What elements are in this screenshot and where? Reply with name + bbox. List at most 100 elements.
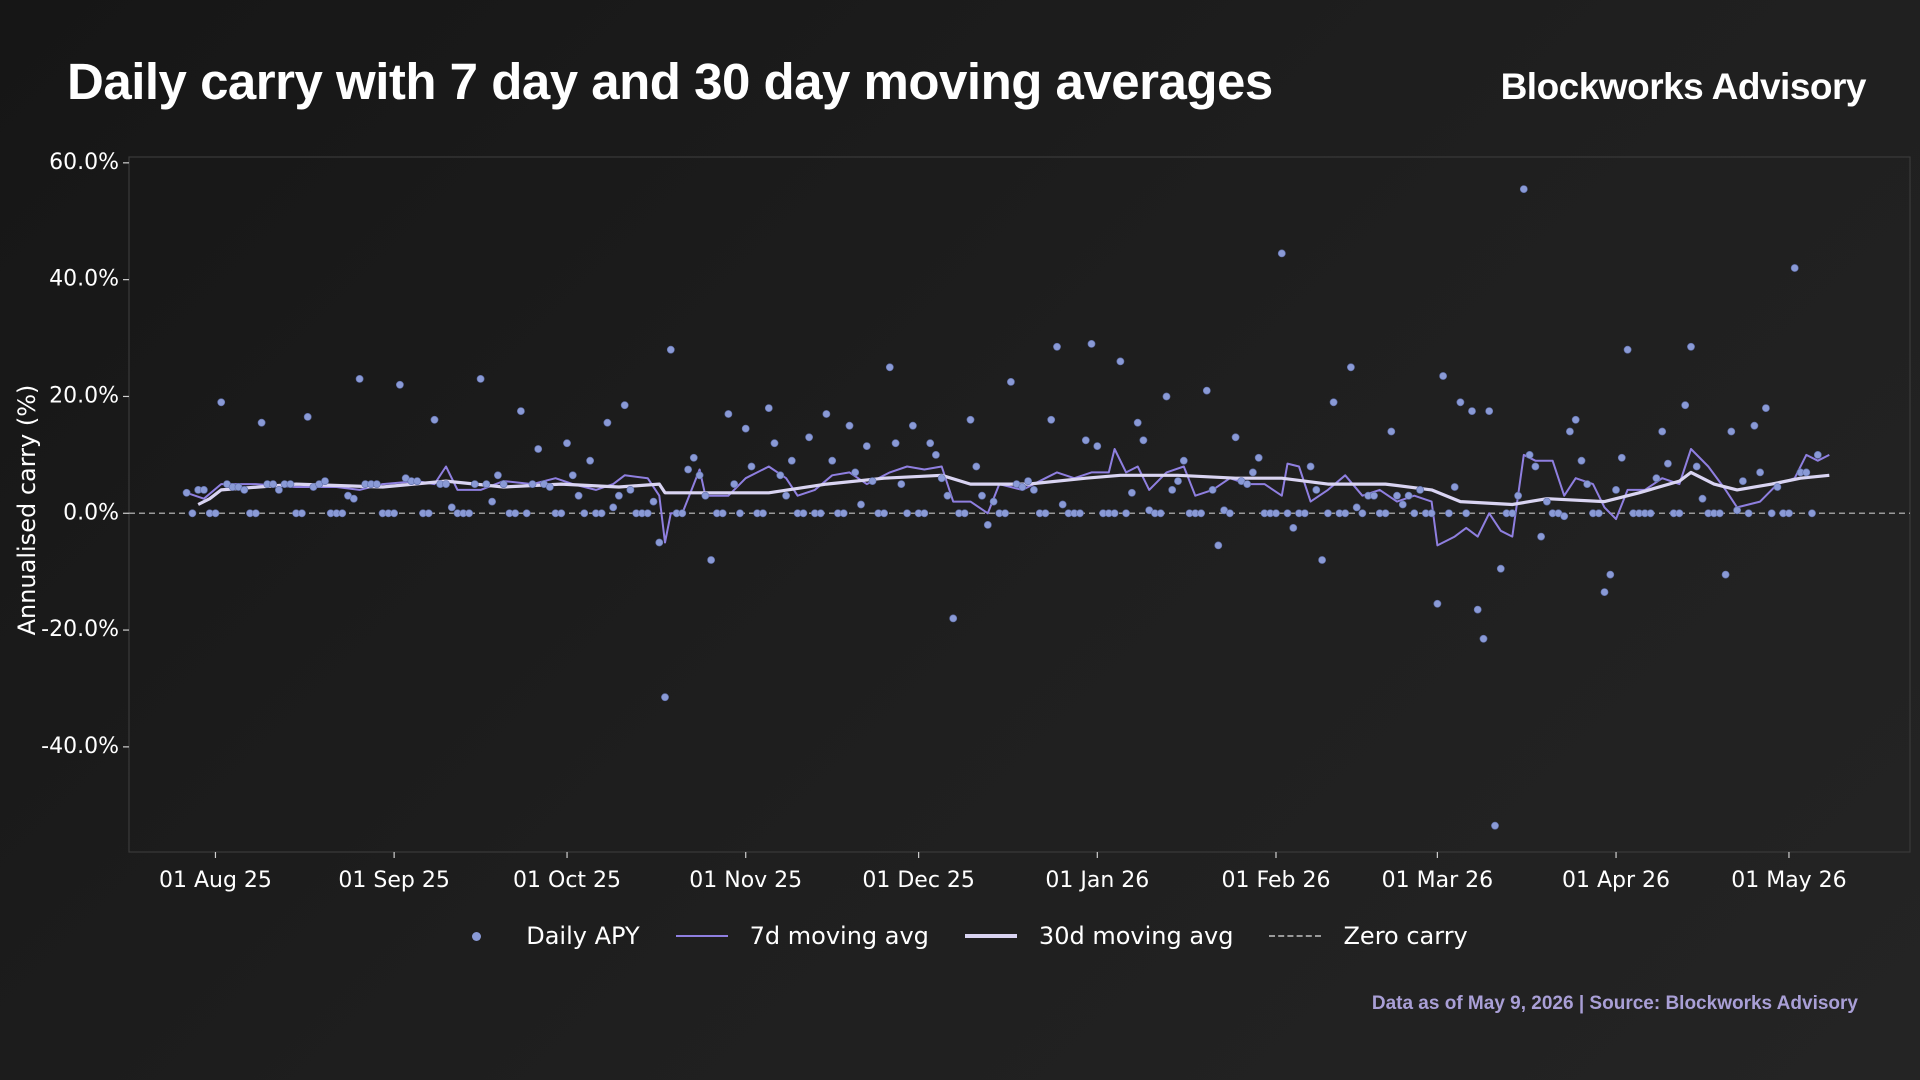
- daily-apy-point: [1687, 342, 1695, 351]
- x-tick-label: 01 Sep 25: [338, 868, 449, 893]
- daily-apy-point: [1802, 468, 1811, 477]
- daily-apy-point: [1226, 509, 1234, 518]
- daily-apy-point: [1808, 509, 1816, 518]
- daily-apy-point: [1427, 509, 1436, 518]
- daily-apy-point: [1571, 415, 1580, 424]
- daily-apy-point: [1623, 345, 1632, 354]
- chart-marks: [129, 185, 1910, 830]
- daily-apy-point: [217, 398, 226, 407]
- daily-apy-point: [1243, 480, 1252, 488]
- daily-apy-point: [511, 509, 520, 518]
- daily-apy-point: [1174, 477, 1182, 485]
- x-tick-label: 01 Jan 26: [1045, 868, 1149, 893]
- x-tick-label: 01 Nov 25: [689, 868, 802, 893]
- daily-apy-point: [395, 380, 404, 389]
- legend-label-daily: Daily APY: [526, 922, 640, 950]
- brand-logo-text: Blockworks Advisory: [1500, 66, 1867, 107]
- daily-apy-point: [1289, 524, 1298, 532]
- daily-apy-point: [349, 494, 358, 503]
- daily-apy-point: [747, 462, 756, 471]
- daily-apy-point: [626, 485, 635, 494]
- daily-apy-point: [1416, 485, 1424, 494]
- daily-apy-point: [701, 491, 710, 500]
- daily-apy-point: [839, 509, 848, 518]
- daily-apy-point: [430, 415, 439, 424]
- y-tick-label: -40.0%: [41, 734, 119, 759]
- daily-apy-point: [903, 509, 911, 518]
- daily-apy-point: [1231, 433, 1240, 442]
- daily-apy-point: [1445, 509, 1453, 518]
- chart-axes: 60.0% 40.0% 20.0% 0.0% -20.0% -40.0% 01 Aug 25…: [41, 150, 1911, 893]
- daily-apy-point: [251, 509, 260, 518]
- daily-apy-point: [1439, 372, 1447, 380]
- daily-apy-point: [1306, 462, 1315, 471]
- ma30-line: [197, 470, 1830, 507]
- daily-apy-point: [857, 500, 865, 509]
- daily-apy-point: [1479, 634, 1488, 643]
- daily-apy-point: [574, 491, 583, 500]
- daily-apy-point: [211, 509, 220, 518]
- daily-apy-point: [678, 509, 687, 518]
- daily-apy-point: [1485, 407, 1494, 415]
- daily-apy-point: [736, 509, 744, 518]
- daily-apy-point: [321, 477, 329, 485]
- daily-apy-point: [764, 404, 773, 412]
- legend-marker-ma7: [675, 924, 728, 948]
- daily-apy-point: [1139, 436, 1148, 445]
- legend-marker-ma30: [964, 924, 1017, 948]
- daily-apy-point: [1577, 456, 1586, 465]
- daily-apy-point: [1058, 500, 1067, 509]
- daily-apy-point: [1024, 477, 1032, 485]
- daily-apy-point: [1652, 474, 1661, 483]
- daily-apy-point: [1404, 491, 1413, 500]
- daily-apy-point: [580, 509, 589, 518]
- legend-item-zero: Zero carry: [1269, 922, 1468, 950]
- daily-apy-point: [885, 363, 894, 372]
- daily-apy-point: [1122, 509, 1130, 518]
- daily-apy-point: [390, 509, 398, 518]
- daily-apy-point: [1675, 509, 1684, 518]
- daily-apy-point: [1733, 506, 1741, 515]
- daily-apy-point: [718, 509, 727, 518]
- daily-apy-point: [960, 509, 969, 518]
- daily-apy-point: [1133, 418, 1142, 427]
- daily-apy-point: [1081, 436, 1090, 445]
- daily-apy-point: [730, 480, 739, 488]
- daily-apy-point: [1093, 442, 1102, 450]
- daily-apy-point: [257, 418, 266, 427]
- daily-apy-point: [741, 424, 750, 433]
- daily-apy-point: [1773, 483, 1782, 491]
- daily-apy-point: [372, 480, 381, 488]
- daily-apy-point: [868, 477, 877, 485]
- daily-apy-point: [1283, 509, 1292, 518]
- daily-apy-point: [1202, 386, 1211, 395]
- daily-apy-point: [1324, 509, 1332, 518]
- daily-apy-point: [1508, 509, 1517, 518]
- daily-apy-point: [1341, 509, 1350, 518]
- daily-apy-point: [661, 693, 669, 702]
- daily-apy-point: [274, 485, 283, 494]
- daily-apy-point: [1053, 342, 1061, 351]
- daily-apy-point: [989, 497, 998, 506]
- daily-apy-point: [355, 374, 364, 383]
- daily-apy-point: [1525, 450, 1534, 459]
- daily-apy-point: [978, 491, 986, 500]
- daily-apy-point: [286, 480, 295, 488]
- daily-apy-point: [1762, 404, 1770, 412]
- daily-apy-point: [1491, 821, 1499, 830]
- daily-apy-point: [1462, 509, 1471, 518]
- daily-apy-point: [586, 456, 594, 465]
- daily-apy-point: [1744, 509, 1753, 518]
- x-tick-label: 01 Mar 26: [1382, 868, 1493, 893]
- legend-item-daily: Daily APY: [452, 922, 640, 950]
- daily-apy-point: [932, 450, 940, 459]
- daily-apy-point: [937, 474, 946, 483]
- daily-apy-point: [1370, 491, 1378, 500]
- daily-apy-point: [522, 509, 531, 518]
- daily-apy-point: [1606, 570, 1615, 579]
- y-tick-label: 0.0%: [63, 500, 119, 525]
- daily-apy-point: [1594, 509, 1603, 518]
- daily-apy-point: [1514, 491, 1522, 500]
- daily-apy-point: [603, 418, 612, 427]
- legend-marker-daily: [452, 924, 504, 948]
